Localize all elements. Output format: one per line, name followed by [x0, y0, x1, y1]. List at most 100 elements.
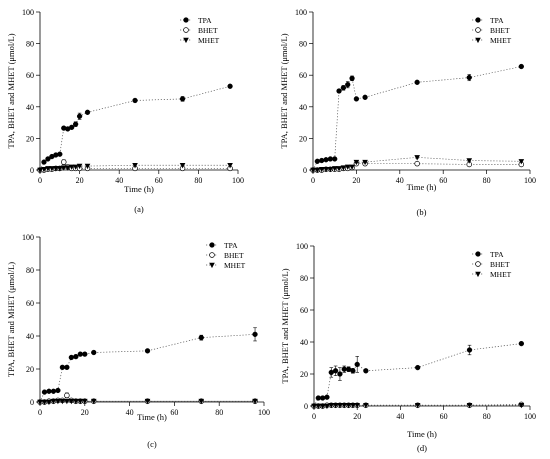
- y-tick-label: 40: [299, 103, 307, 112]
- y-axis-title: TPA, BHET and MHET (μmol/L): [6, 262, 16, 377]
- data-point: [414, 160, 420, 167]
- series-tpa: [311, 340, 525, 409]
- x-tick-label: 20: [76, 176, 84, 185]
- panel-label: (b): [417, 207, 427, 217]
- data-point: [46, 399, 52, 406]
- data-point: [332, 368, 339, 374]
- data-point: [59, 364, 66, 371]
- legend-label: MHET: [490, 270, 512, 279]
- data-point: [466, 402, 473, 409]
- data-point: [349, 75, 355, 82]
- y-tick-label: 100: [296, 242, 308, 251]
- data-point: [41, 159, 47, 165]
- data-point: [331, 166, 338, 172]
- data-point: [340, 165, 347, 171]
- series-mhet: [311, 402, 525, 410]
- legend-marker: [209, 262, 215, 269]
- data-point: [466, 74, 472, 81]
- legend-label: TPA: [490, 16, 504, 25]
- legend-label: MHET: [224, 261, 246, 270]
- data-point: [64, 364, 70, 371]
- data-point: [252, 398, 258, 405]
- y-tick-label: 40: [26, 103, 34, 112]
- data-point: [363, 402, 369, 409]
- data-point: [37, 167, 43, 174]
- data-point: [73, 398, 79, 405]
- data-point: [337, 402, 343, 409]
- x-tick-label: 100: [524, 176, 536, 185]
- data-point: [314, 158, 320, 164]
- y-tick-label: 60: [26, 299, 34, 308]
- data-point: [466, 158, 473, 164]
- data-point: [91, 349, 97, 356]
- chart-panel-3: 0 20 40 60 80 100 0 20 40 60 80 100 Time (h) TPA, BHE…: [6, 233, 270, 449]
- x-tick-label: 40: [396, 412, 404, 421]
- data-point: [198, 335, 204, 341]
- y-tick-label: 20: [26, 365, 34, 374]
- data-point: [179, 163, 186, 169]
- y-tick-label: 80: [300, 274, 308, 283]
- data-point: [324, 403, 330, 410]
- data-point: [45, 166, 51, 172]
- y-tick-label: 20: [26, 134, 34, 143]
- data-point: [314, 167, 321, 174]
- data-point: [319, 157, 325, 164]
- legend-marker: [209, 252, 215, 258]
- legend-marker: [475, 251, 481, 257]
- legend-label: MHET: [198, 36, 220, 45]
- data-point: [327, 166, 334, 173]
- data-point: [345, 82, 351, 88]
- series-line: [39, 334, 256, 403]
- data-point: [45, 156, 51, 162]
- data-point: [61, 159, 67, 165]
- data-point: [69, 124, 75, 130]
- data-point: [319, 403, 326, 410]
- y-tick-label: 80: [26, 40, 34, 49]
- data-point: [37, 399, 43, 406]
- data-point: [41, 389, 48, 395]
- data-point: [46, 388, 52, 394]
- data-point: [198, 398, 205, 405]
- y-tick-label: 40: [26, 332, 34, 341]
- data-point: [227, 83, 233, 89]
- data-point: [144, 398, 151, 405]
- data-point: [227, 163, 233, 169]
- data-point: [60, 165, 67, 171]
- y-tick-label: 100: [22, 233, 34, 242]
- data-point: [362, 159, 368, 166]
- series-line: [313, 343, 522, 407]
- legend-label: BHET: [490, 26, 510, 35]
- data-point: [252, 331, 258, 338]
- data-point: [337, 371, 343, 377]
- x-tick-label: 80: [483, 412, 491, 421]
- x-axis-title: Time (h): [124, 184, 154, 194]
- y-tick-label: 20: [300, 370, 308, 379]
- legend-label: TPA: [198, 16, 212, 25]
- data-point: [336, 88, 342, 94]
- data-point: [68, 164, 75, 170]
- data-point: [354, 402, 360, 409]
- y-tick-label: 0: [30, 166, 34, 175]
- x-tick-label: 40: [396, 176, 404, 185]
- data-point: [344, 164, 351, 170]
- data-point: [318, 166, 325, 173]
- data-point: [350, 368, 356, 374]
- data-point: [68, 354, 75, 361]
- data-point: [132, 163, 138, 169]
- data-point: [319, 395, 326, 401]
- legend-label: BHET: [490, 260, 510, 269]
- legend-marker: [183, 37, 189, 44]
- y-tick-label: 60: [299, 71, 307, 80]
- data-point: [414, 155, 420, 161]
- y-tick-label: 40: [300, 338, 308, 347]
- legend-marker: [209, 242, 215, 248]
- legend-marker: [183, 17, 189, 23]
- chart-panel-2: 0 20 40 60 80 100 0 20 40 60 80 100 Time (h) TPA, BHE…: [279, 8, 536, 217]
- series-mhet: [37, 163, 233, 174]
- x-tick-label: 80: [215, 408, 223, 417]
- y-axis-title: TPA, BHET and MHET (μmol/L): [279, 33, 289, 148]
